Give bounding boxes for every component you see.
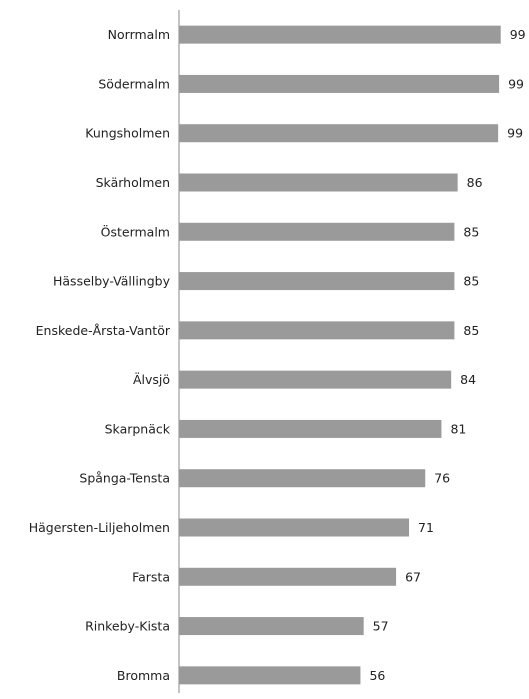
category-label: Skarpnäck	[105, 421, 171, 436]
category-label: Kungsholmen	[85, 126, 170, 141]
value-label: 84	[460, 372, 476, 387]
bar	[179, 272, 455, 291]
category-label: Skärholmen	[96, 175, 170, 190]
bar	[179, 25, 501, 44]
bar	[179, 666, 361, 685]
category-label: Hägersten-Liljeholmen	[29, 520, 170, 535]
category-label: Rinkeby-Kista	[85, 619, 170, 634]
bar	[179, 617, 364, 636]
bar	[179, 370, 452, 389]
value-label: 76	[434, 471, 450, 486]
bar	[179, 124, 499, 143]
value-label: 99	[508, 76, 524, 91]
value-label: 85	[463, 323, 479, 338]
bar	[179, 518, 410, 537]
category-label: Östermalm	[101, 223, 170, 239]
value-label: 71	[418, 520, 434, 535]
category-label: Enskede-Årsta-Vantör	[36, 323, 171, 338]
value-label: 86	[467, 175, 483, 190]
value-label: 85	[463, 224, 479, 239]
value-label: 56	[369, 668, 385, 683]
category-label: Hässelby-Vällingby	[53, 274, 171, 289]
value-label: 67	[405, 569, 421, 584]
value-label: 57	[373, 619, 389, 634]
bar	[179, 173, 458, 192]
category-label: Norrmalm	[108, 27, 170, 42]
bar	[179, 419, 442, 438]
bar	[179, 567, 397, 586]
bar	[179, 321, 455, 340]
value-label: 85	[463, 274, 479, 289]
value-label: 99	[507, 126, 523, 141]
bar	[179, 74, 500, 93]
category-label: Älvsjö	[133, 372, 170, 387]
category-label: Bromma	[117, 668, 170, 683]
value-label: 99	[510, 27, 526, 42]
category-label: Södermalm	[98, 76, 170, 91]
value-label: 81	[450, 421, 466, 436]
category-label: Farsta	[132, 569, 170, 584]
category-label: Spånga-Tensta	[79, 471, 170, 486]
bar	[179, 222, 455, 241]
bar	[179, 469, 426, 488]
